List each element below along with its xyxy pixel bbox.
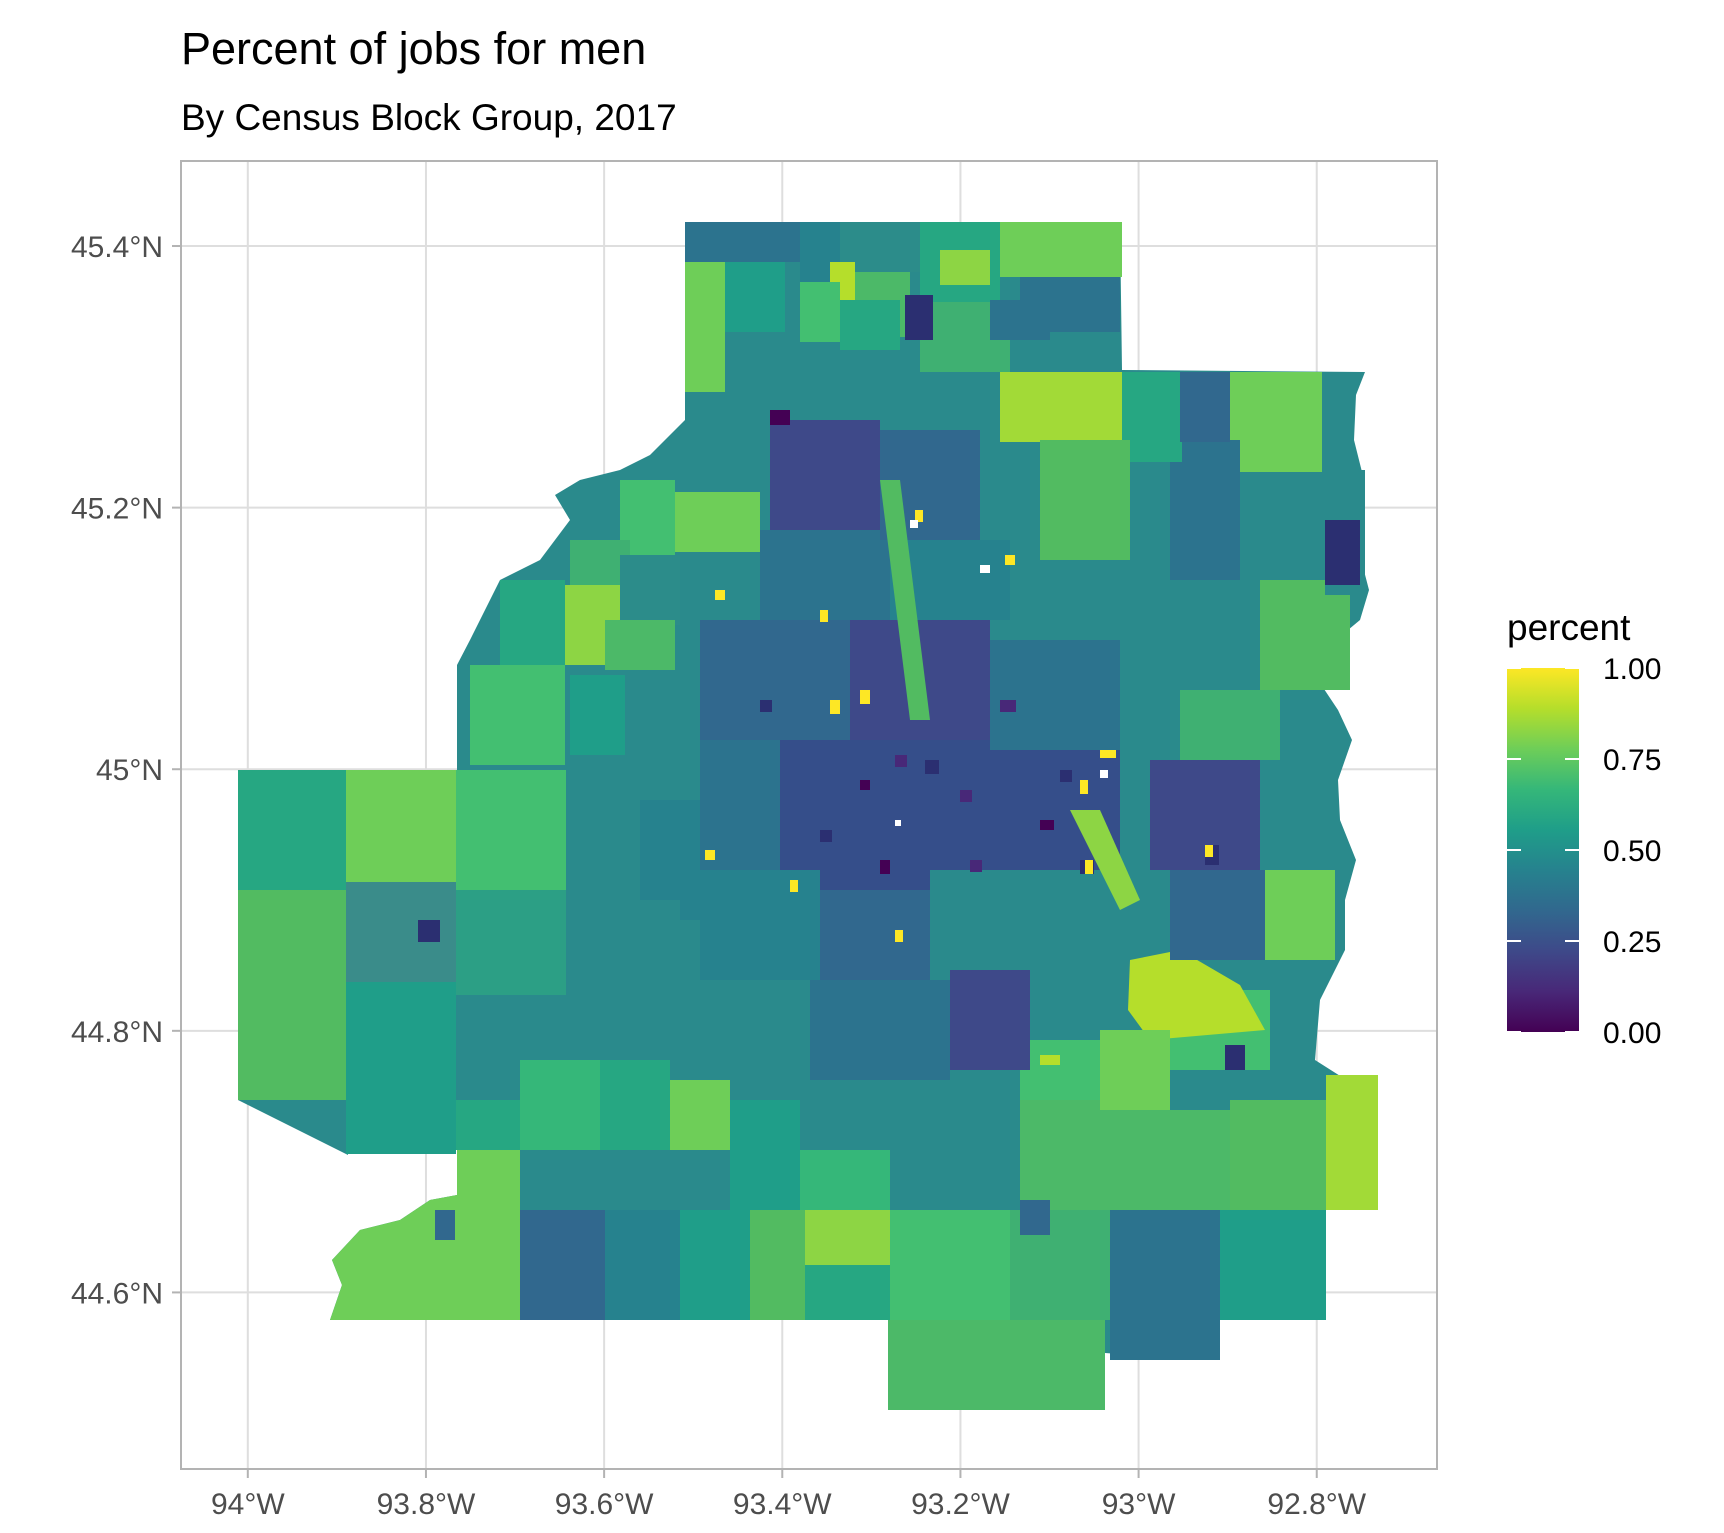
y-tick-label: 45.2°N	[71, 493, 163, 526]
map-subtitle: By Census Block Group, 2017	[181, 97, 677, 138]
y-tick-label: 44.8°N	[71, 1016, 163, 1049]
legend-title: percent	[1507, 607, 1631, 648]
legend-breaks: 0.00 0.25 0.50 0.75 1.00	[1507, 653, 1661, 1050]
y-axis-ticks: 45.4°N 45.2°N 45°N 44.8°N 44.6°N	[71, 231, 181, 1310]
legend-break-label: 1.00	[1603, 653, 1661, 686]
legend-break-label: 0.00	[1603, 1017, 1661, 1050]
x-tick-label: 93.4°W	[733, 1488, 832, 1521]
y-tick-label: 45°N	[96, 754, 163, 787]
x-tick-label: 93.2°W	[911, 1488, 1010, 1521]
y-tick-label: 45.4°N	[71, 231, 163, 264]
legend-break-label: 0.25	[1603, 926, 1661, 959]
suburban-block-groups	[238, 222, 1378, 1410]
x-axis-ticks: 94°W 93.8°W 93.6°W 93.4°W 93.2°W 93°W 92.8°W	[211, 1469, 1367, 1521]
map-title: Percent of jobs for men	[181, 23, 646, 74]
x-tick-label: 93.8°W	[377, 1488, 476, 1521]
plot-panel	[180, 160, 1438, 1470]
x-tick-label: 92.8°W	[1267, 1488, 1366, 1521]
x-tick-label: 94°W	[211, 1488, 285, 1521]
x-tick-label: 93°W	[1102, 1488, 1176, 1521]
panel-border	[180, 160, 1438, 1470]
legend-break-label: 0.50	[1603, 835, 1661, 868]
urban-core-block-groups	[418, 410, 1245, 1240]
legend: percent 0.00 0.25 0.50 0.75 1.00	[1507, 607, 1661, 1050]
legend-break-label: 0.75	[1603, 744, 1661, 777]
y-tick-label: 44.6°N	[71, 1277, 163, 1310]
x-tick-label: 93.6°W	[555, 1488, 654, 1521]
map-region	[238, 222, 1378, 1410]
